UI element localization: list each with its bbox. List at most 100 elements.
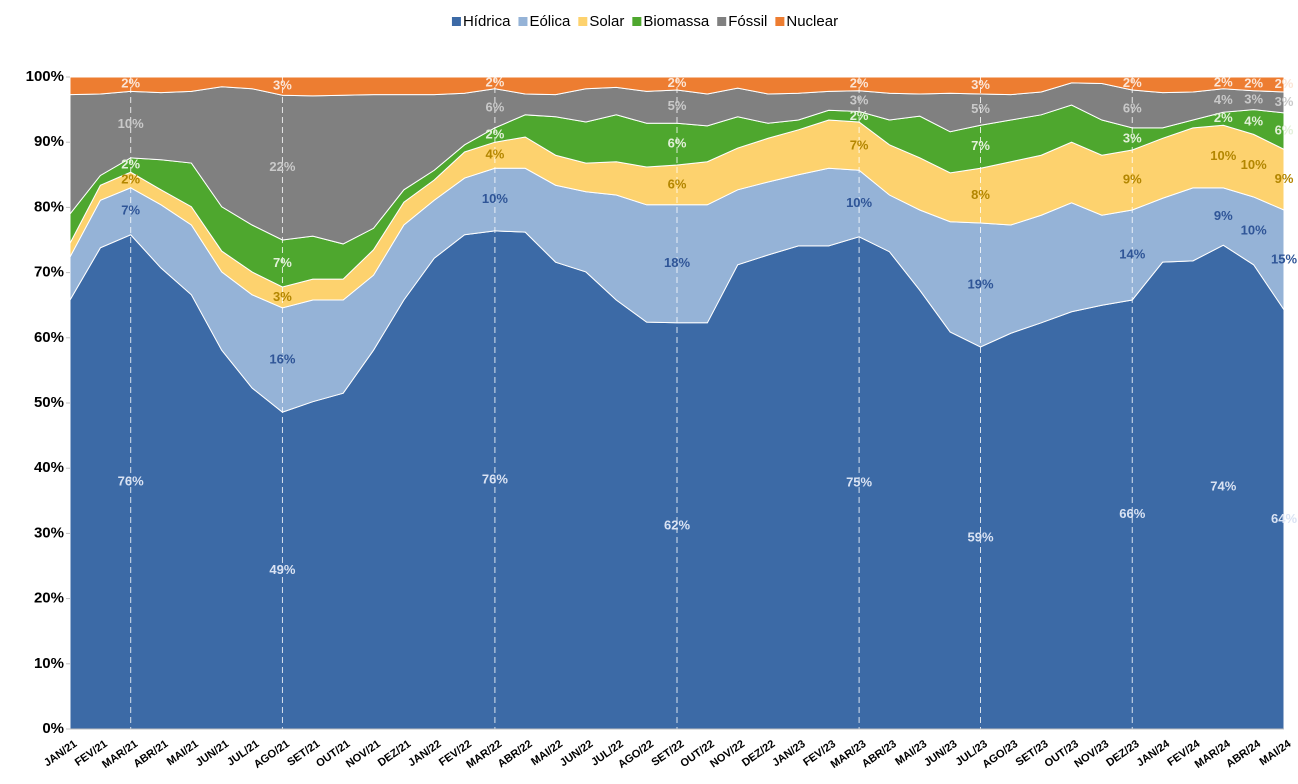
y-tick-label: 10% — [34, 655, 64, 672]
data-label: 5% — [668, 98, 687, 113]
legend: Hídrica Eólica Solar Biomassa Fóssil Nuclear — [451, 13, 838, 30]
data-label: 2% — [486, 126, 505, 141]
x-tick-label: JUN/21 — [194, 738, 231, 769]
x-tick-label: JUN/23 — [922, 738, 959, 769]
legend-label: Hídrica — [463, 13, 511, 30]
data-label: 10% — [1241, 157, 1267, 172]
legend-label: Biomassa — [643, 13, 710, 30]
legend-label: Fóssil — [728, 13, 767, 30]
y-tick-label: 0% — [42, 720, 64, 737]
x-tick-label: ABR/24 — [1224, 738, 1264, 771]
data-label: 5% — [971, 101, 990, 116]
data-label: 64% — [1271, 511, 1297, 526]
data-label: 10% — [846, 195, 872, 210]
data-label: 2% — [121, 171, 140, 186]
x-tick-label: DEZ/21 — [376, 738, 413, 769]
data-label: 75% — [846, 474, 872, 489]
data-label: 3% — [1123, 130, 1142, 145]
data-label: 74% — [1210, 479, 1236, 494]
data-label: 3% — [273, 289, 292, 304]
y-tick-label: 100% — [26, 68, 64, 85]
legend-swatch — [578, 17, 588, 26]
y-tick-label: 80% — [34, 198, 64, 215]
x-tick-label: NOV/23 — [1072, 738, 1111, 770]
data-label: 9% — [1275, 171, 1294, 186]
x-tick-label: ABR/22 — [496, 738, 535, 770]
x-tick-label: ABR/23 — [860, 738, 899, 770]
data-label: 16% — [269, 351, 295, 366]
y-tick-label: 90% — [34, 133, 64, 150]
data-label: 3% — [1275, 94, 1294, 109]
data-label: 14% — [1119, 246, 1145, 261]
data-label: 3% — [1244, 92, 1263, 107]
data-label: 3% — [850, 93, 869, 108]
x-tick-label: ABR/21 — [132, 738, 171, 770]
legend-swatch — [451, 17, 461, 26]
data-label: 49% — [269, 562, 295, 577]
legend-swatch — [632, 17, 642, 26]
y-tick-label: 70% — [34, 264, 64, 281]
data-label: 4% — [1214, 92, 1233, 107]
data-label: 22% — [269, 159, 295, 174]
data-label: 59% — [967, 529, 993, 544]
data-label: 10% — [482, 191, 508, 206]
data-label: 18% — [664, 255, 690, 270]
data-label: 7% — [121, 203, 140, 218]
data-label: 10% — [1210, 148, 1236, 163]
data-label: 2% — [1244, 75, 1263, 90]
x-tick-label: NOV/22 — [708, 738, 747, 770]
legend-label: Nuclear — [786, 13, 838, 30]
data-label: 62% — [664, 517, 690, 532]
data-label: 10% — [118, 116, 144, 131]
legend-label: Solar — [589, 13, 624, 30]
data-label: 3% — [971, 77, 990, 92]
data-label: 2% — [121, 76, 140, 91]
data-label: 2% — [1123, 75, 1142, 90]
data-label: 9% — [1214, 208, 1233, 223]
data-label: 76% — [482, 471, 508, 486]
x-tick-label: JAN/24 — [1135, 738, 1173, 770]
data-label: 6% — [1123, 100, 1142, 115]
data-label: 2% — [121, 156, 140, 171]
legend-swatch — [518, 17, 528, 26]
x-tick-label: MAI/22 — [529, 738, 565, 768]
data-label: 9% — [1123, 171, 1142, 186]
legend-swatch — [717, 17, 727, 26]
data-label: 4% — [486, 147, 505, 162]
data-label: 6% — [486, 100, 505, 115]
x-tick-label: JUN/22 — [558, 738, 595, 769]
data-label: 2% — [850, 108, 869, 123]
x-tick-label: MAI/21 — [165, 738, 201, 768]
legend-label: Eólica — [529, 13, 571, 30]
data-label: 8% — [971, 187, 990, 202]
data-label: 7% — [850, 138, 869, 153]
data-label: 76% — [118, 473, 144, 488]
data-label: 7% — [971, 138, 990, 153]
data-label: 3% — [273, 78, 292, 93]
data-label: 6% — [668, 176, 687, 191]
data-label: 2% — [850, 75, 869, 90]
y-tick-label: 50% — [34, 394, 64, 411]
x-tick-label: MAI/23 — [893, 738, 929, 768]
x-tick-label: MAI/24 — [1257, 738, 1294, 769]
data-label: 15% — [1271, 251, 1297, 266]
data-label: 2% — [1275, 76, 1294, 91]
y-tick-label: 20% — [34, 590, 64, 607]
y-tick-label: 30% — [34, 524, 64, 541]
data-label: 2% — [668, 75, 687, 90]
x-tick-label: DEZ/23 — [1104, 738, 1141, 769]
data-label: 2% — [1214, 74, 1233, 89]
x-tick-label: JAN/21 — [42, 738, 79, 769]
data-label: 10% — [1241, 222, 1267, 237]
x-tick-label: DEZ/22 — [740, 738, 777, 769]
data-label: 6% — [1275, 123, 1294, 138]
data-label: 7% — [273, 255, 292, 270]
y-tick-label: 60% — [34, 329, 64, 346]
legend-swatch — [775, 17, 785, 26]
x-tick-label: JAN/22 — [406, 738, 443, 769]
y-tick-label: 40% — [34, 459, 64, 476]
x-tick-label: JAN/23 — [770, 738, 807, 769]
data-label: 66% — [1119, 506, 1145, 521]
data-label: 2% — [1214, 110, 1233, 125]
